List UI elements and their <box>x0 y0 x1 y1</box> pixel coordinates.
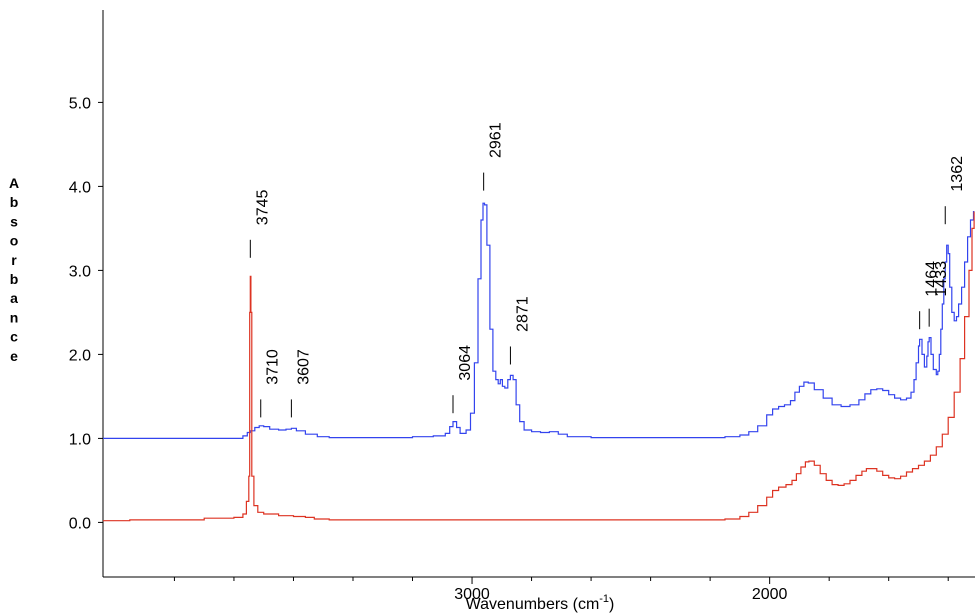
series-layer <box>103 202 975 522</box>
y-axis-title-letter: c <box>10 329 18 345</box>
y-tick-label: 3.0 <box>69 263 91 280</box>
peak-label: 3607 <box>295 349 312 385</box>
y-axis-title-letter: b <box>10 271 19 287</box>
peak-label: 1464 <box>924 261 941 297</box>
x-axis-title-close: ) <box>609 596 614 613</box>
y-axis-title-letter: n <box>10 309 19 325</box>
series-blue-line <box>103 202 975 439</box>
y-tick-label: 0.0 <box>69 515 91 532</box>
y-axis-title-letter: b <box>10 194 19 210</box>
x-axis-title-superscript: -1 <box>599 593 609 605</box>
y-axis-title-letter: A <box>9 175 19 191</box>
axes <box>102 10 975 578</box>
peak-label: 3710 <box>265 349 282 385</box>
y-axis-title-letter: s <box>10 213 18 229</box>
y-tick-label: 4.0 <box>69 179 91 196</box>
x-ticks: 3000 2000 <box>173 577 949 603</box>
y-axis-title-letter: r <box>11 252 17 268</box>
peak-label: 1362 <box>949 156 966 192</box>
y-tick-label: 2.0 <box>69 347 91 364</box>
series-red-line <box>103 211 975 522</box>
y-axis-title-letter: a <box>10 290 18 306</box>
y-tick-label: 1.0 <box>69 431 91 448</box>
peak-label: 3064 <box>457 345 474 381</box>
x-tick-label: 3000 <box>454 586 490 603</box>
peak-label: 3745 <box>254 190 271 226</box>
peak-label: 2871 <box>514 296 531 332</box>
y-ticks: 0.0 1.0 2.0 3.0 4.0 5.0 <box>69 95 103 532</box>
peak-label: 2961 <box>488 122 505 158</box>
peak-label: 1433 <box>933 261 950 297</box>
y-axis-title-letter: o <box>10 233 19 249</box>
y-axis-title-letter: e <box>10 348 18 364</box>
y-tick-label: 5.0 <box>69 95 91 112</box>
x-axis-title: Wavenumbers (cm-1) <box>466 593 615 613</box>
x-tick-label: 2000 <box>752 586 788 603</box>
